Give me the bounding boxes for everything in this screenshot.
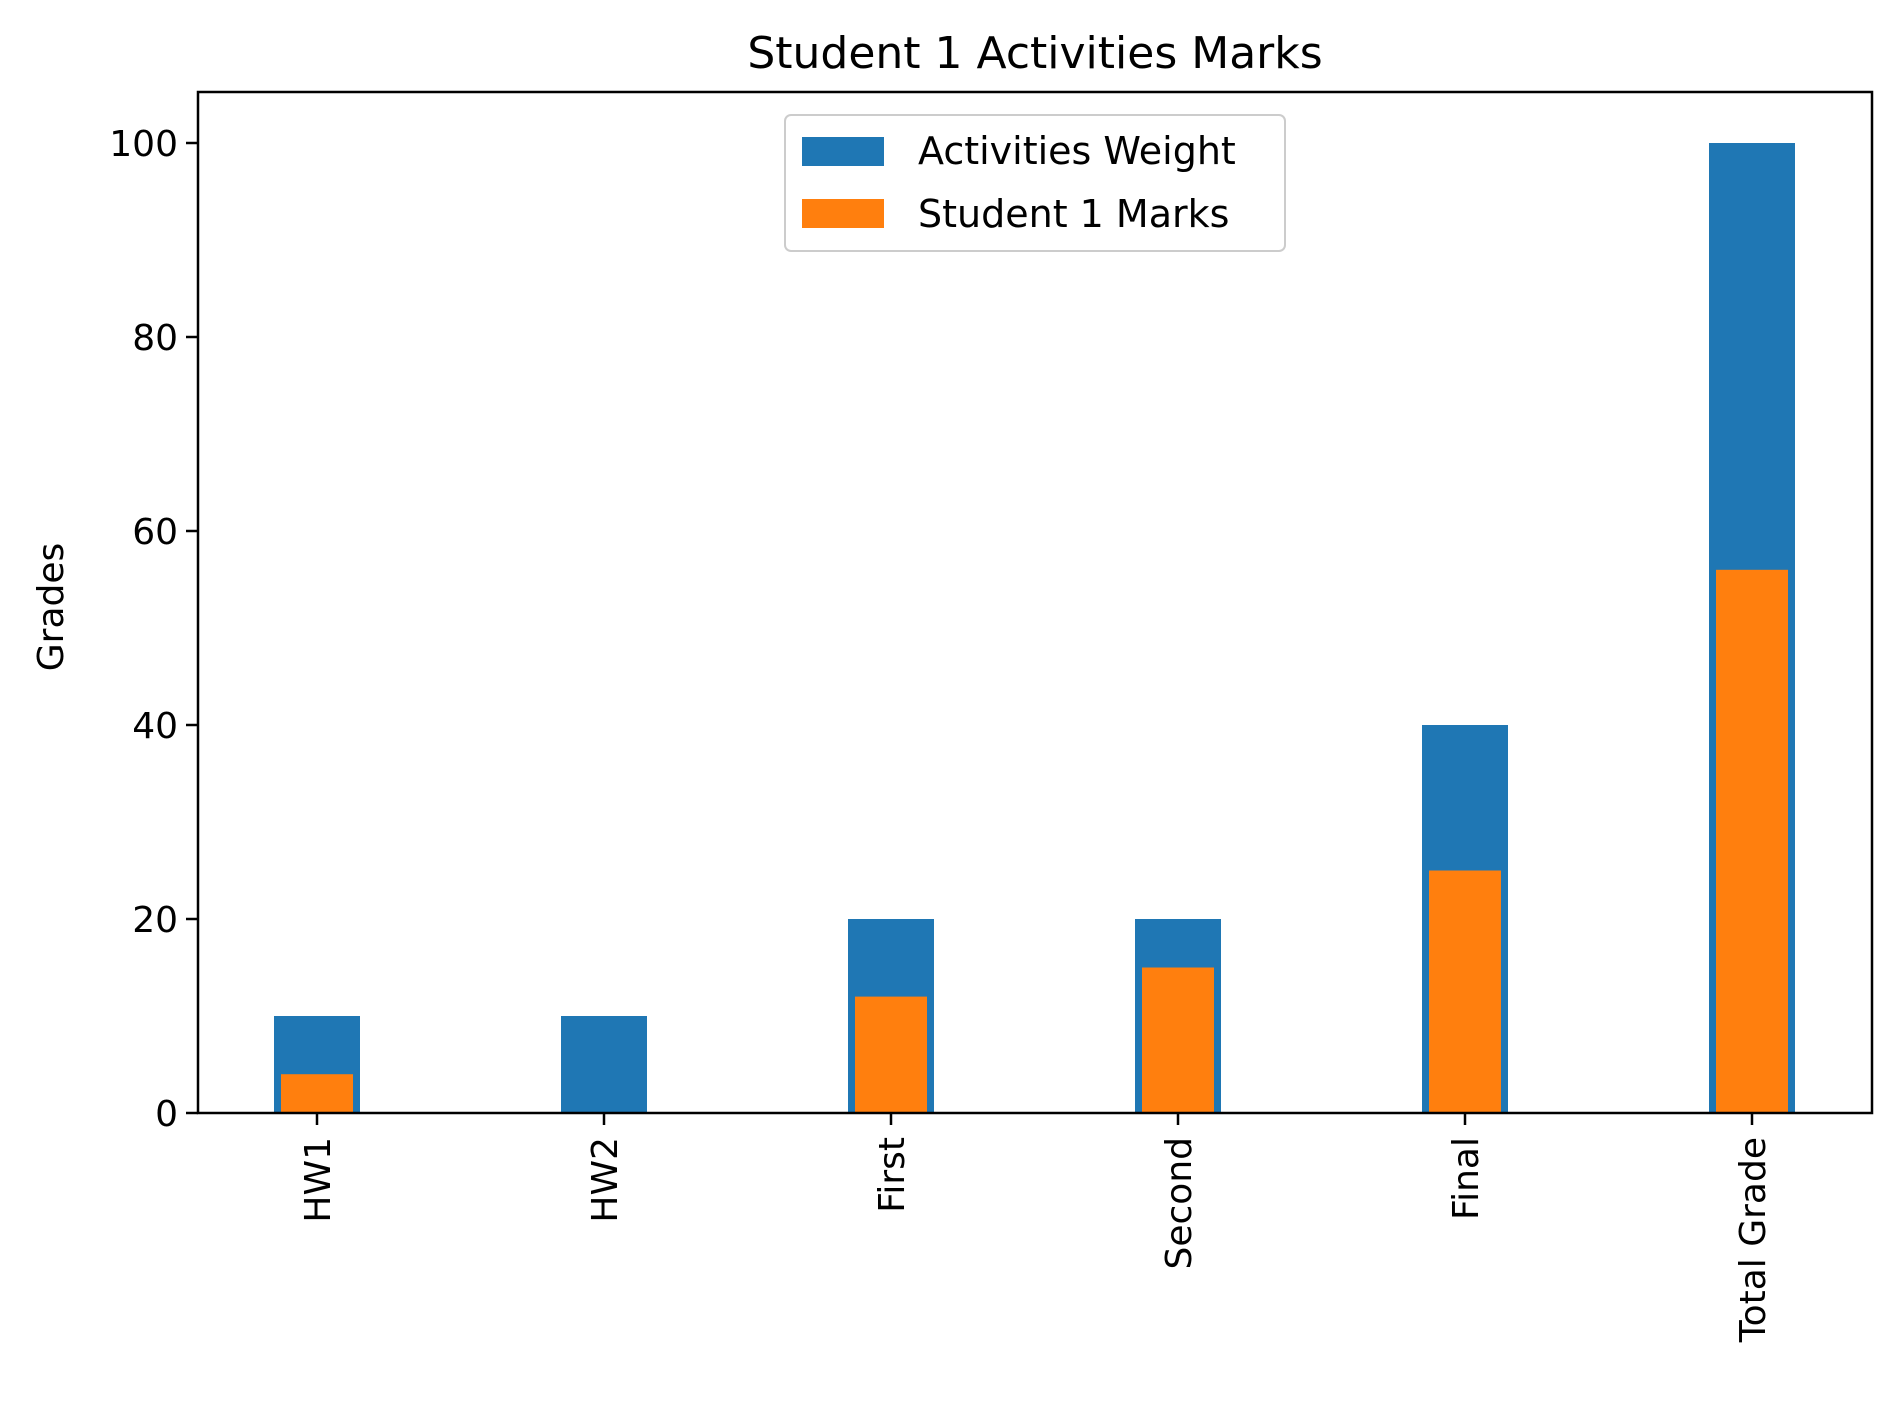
x-tick-label-hw2: HW2 xyxy=(585,1137,626,1223)
legend: Activities Weight Student 1 Marks xyxy=(784,114,1286,252)
legend-swatch-student-1-marks xyxy=(802,199,884,228)
y-tick-label: 40 xyxy=(132,706,178,747)
bar-student-1-marks-final xyxy=(1429,870,1501,1113)
x-axis-ticks: HW1 HW2 First Second Final Total Grade xyxy=(298,1113,1774,1343)
bar-activities-weight-hw2 xyxy=(561,1016,647,1113)
bars-layer xyxy=(274,143,1795,1113)
y-tick-label: 100 xyxy=(109,124,178,165)
x-tick-label-second: Second xyxy=(1159,1137,1200,1270)
y-tick-label: 80 xyxy=(132,318,178,359)
y-tick-label: 60 xyxy=(132,512,178,553)
x-tick-label-first: First xyxy=(872,1137,913,1213)
bar-student-1-marks-first xyxy=(855,996,927,1113)
x-tick-label-total-grade: Total Grade xyxy=(1733,1137,1774,1343)
plot-frame xyxy=(196,90,1874,1115)
y-tick-label: 20 xyxy=(132,900,178,941)
bar-student-1-marks-second xyxy=(1142,967,1214,1113)
chart-title: Student 1 Activities Marks xyxy=(747,28,1322,79)
y-tick-label: 0 xyxy=(155,1094,178,1135)
bar-student-1-marks-hw1 xyxy=(281,1074,353,1113)
bar-student-1-marks-total-grade xyxy=(1716,569,1788,1113)
legend-swatch-activities-weight xyxy=(802,137,884,166)
legend-label-student-1-marks: Student 1 Marks xyxy=(918,192,1229,236)
x-tick-label-final: Final xyxy=(1446,1137,1487,1220)
x-tick-label-hw1: HW1 xyxy=(298,1137,339,1223)
y-axis-ticks: 0 20 40 60 80 100 xyxy=(109,124,198,1135)
y-axis-label: Grades xyxy=(31,543,72,672)
legend-label-activities-weight: Activities Weight xyxy=(918,129,1236,173)
legend-box xyxy=(784,114,1286,252)
